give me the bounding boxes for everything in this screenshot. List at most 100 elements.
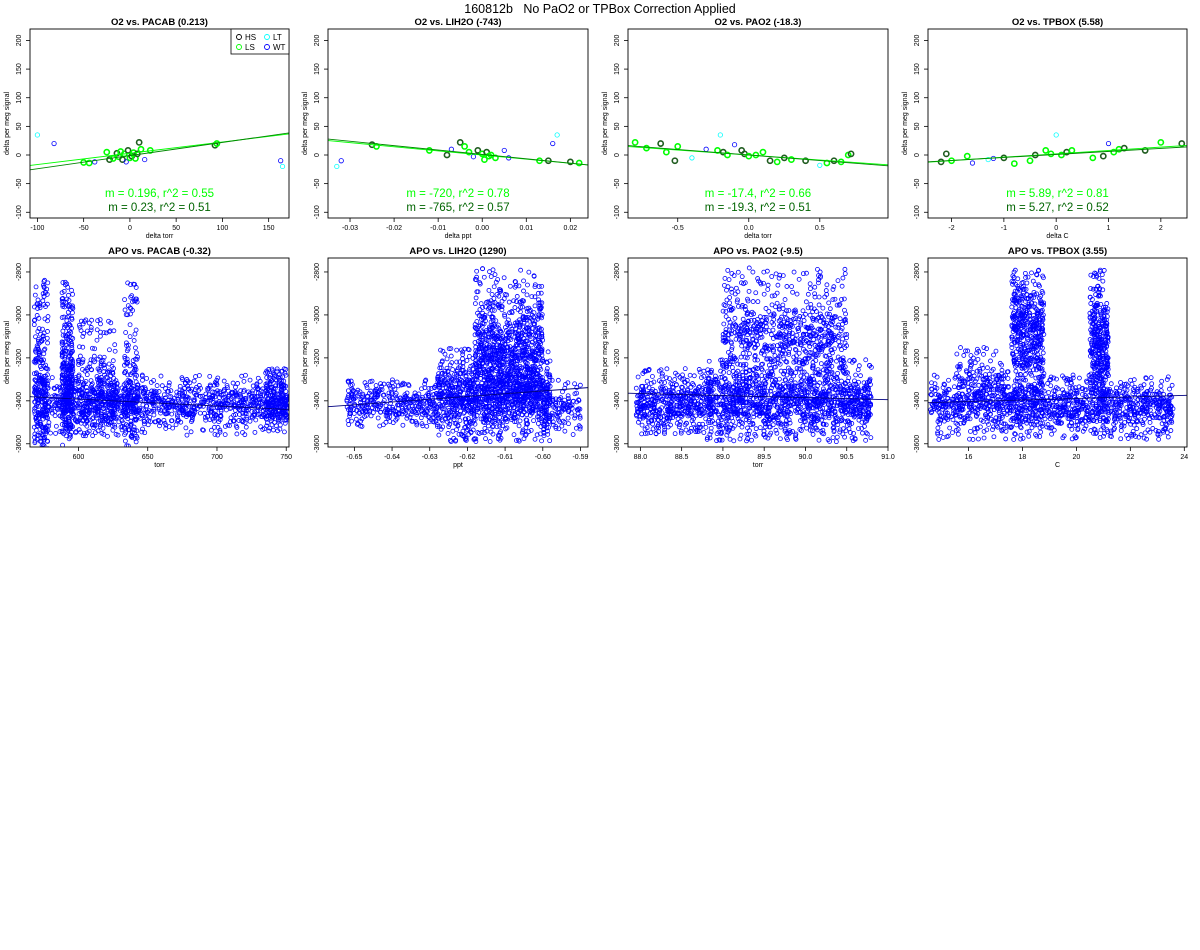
data-point <box>501 296 507 302</box>
data-point <box>243 372 248 378</box>
data-point <box>49 396 55 402</box>
data-point <box>538 394 543 400</box>
data-point <box>108 419 114 425</box>
data-point <box>106 329 112 335</box>
data-point <box>211 413 217 419</box>
data-point <box>486 372 492 377</box>
data-point <box>209 427 214 433</box>
data-point <box>497 397 502 403</box>
data-point <box>449 376 455 381</box>
data-point <box>494 366 499 371</box>
data-point <box>125 402 131 407</box>
data-point <box>408 411 414 417</box>
data-point <box>177 404 183 410</box>
data-point <box>35 355 41 361</box>
data-point <box>458 408 463 414</box>
data-point <box>83 433 89 439</box>
data-point <box>487 305 492 311</box>
data-point <box>119 385 125 391</box>
data-point <box>68 374 74 380</box>
data-point <box>126 454 130 458</box>
data-point <box>52 392 58 398</box>
data-point <box>536 379 542 384</box>
data-point <box>66 298 72 303</box>
data-point <box>121 403 127 409</box>
data-point <box>531 273 537 279</box>
data-point <box>527 383 533 388</box>
data-point <box>90 422 95 428</box>
data-point <box>86 320 92 326</box>
data-point <box>394 379 400 385</box>
data-point <box>448 439 454 444</box>
data-point <box>158 408 164 413</box>
data-point <box>61 373 66 378</box>
data-point <box>102 381 107 386</box>
data-point <box>525 370 531 376</box>
data-point <box>96 375 102 381</box>
data-point <box>271 390 277 396</box>
data-point <box>236 418 242 423</box>
data-point <box>189 417 195 423</box>
data-point <box>32 292 38 298</box>
data-point <box>33 334 38 340</box>
data-point <box>43 409 49 415</box>
data-point <box>79 390 85 395</box>
x-tick-label: -0.5 <box>672 225 684 232</box>
data-point <box>133 327 139 333</box>
data-point <box>388 409 393 414</box>
data-point <box>111 393 117 398</box>
data-point <box>487 304 493 310</box>
data-point <box>539 408 545 413</box>
data-point <box>572 413 578 419</box>
data-point <box>485 378 491 384</box>
data-point <box>501 359 506 365</box>
data-point <box>524 306 530 312</box>
data-point <box>498 429 504 435</box>
data-point <box>545 395 551 401</box>
data-point <box>524 412 530 418</box>
data-point <box>457 418 463 424</box>
data-point <box>212 424 217 430</box>
data-point <box>104 405 110 410</box>
data-point <box>535 421 541 426</box>
data-point <box>164 404 170 410</box>
data-point <box>550 422 556 428</box>
data-point <box>66 292 71 298</box>
data-point <box>268 392 273 398</box>
data-point <box>511 405 517 411</box>
data-point <box>534 392 540 398</box>
data-point <box>520 400 526 405</box>
data-point <box>481 156 488 163</box>
data-point <box>462 425 468 430</box>
data-point <box>497 400 503 405</box>
data-point <box>86 407 92 413</box>
data-point <box>1110 148 1118 156</box>
data-point <box>500 423 505 429</box>
data-point <box>228 415 234 421</box>
data-point <box>44 291 50 297</box>
y-axis-label: delta per meg signal <box>4 92 11 155</box>
x-axis-label: torr <box>154 462 165 469</box>
data-point <box>532 303 538 309</box>
data-point <box>153 389 159 395</box>
data-point <box>570 432 576 437</box>
x-axis-label: ppt <box>453 462 463 469</box>
data-point <box>515 345 521 351</box>
x-tick-label: -0.62 <box>459 454 475 461</box>
data-point <box>41 302 47 307</box>
data-point <box>498 371 503 377</box>
data-point <box>388 385 394 391</box>
y-axis-label: delta per meg signal <box>4 321 11 384</box>
data-point <box>437 424 442 430</box>
data-point <box>494 424 500 430</box>
y-tick-label: 50 <box>914 122 921 130</box>
data-point <box>242 420 248 425</box>
data-point <box>74 405 80 411</box>
data-point <box>435 424 440 429</box>
data-point <box>506 299 512 305</box>
data-point <box>264 382 270 388</box>
data-point <box>193 374 198 379</box>
data-point <box>508 415 514 421</box>
data-point <box>65 400 71 406</box>
data-point <box>523 431 529 437</box>
